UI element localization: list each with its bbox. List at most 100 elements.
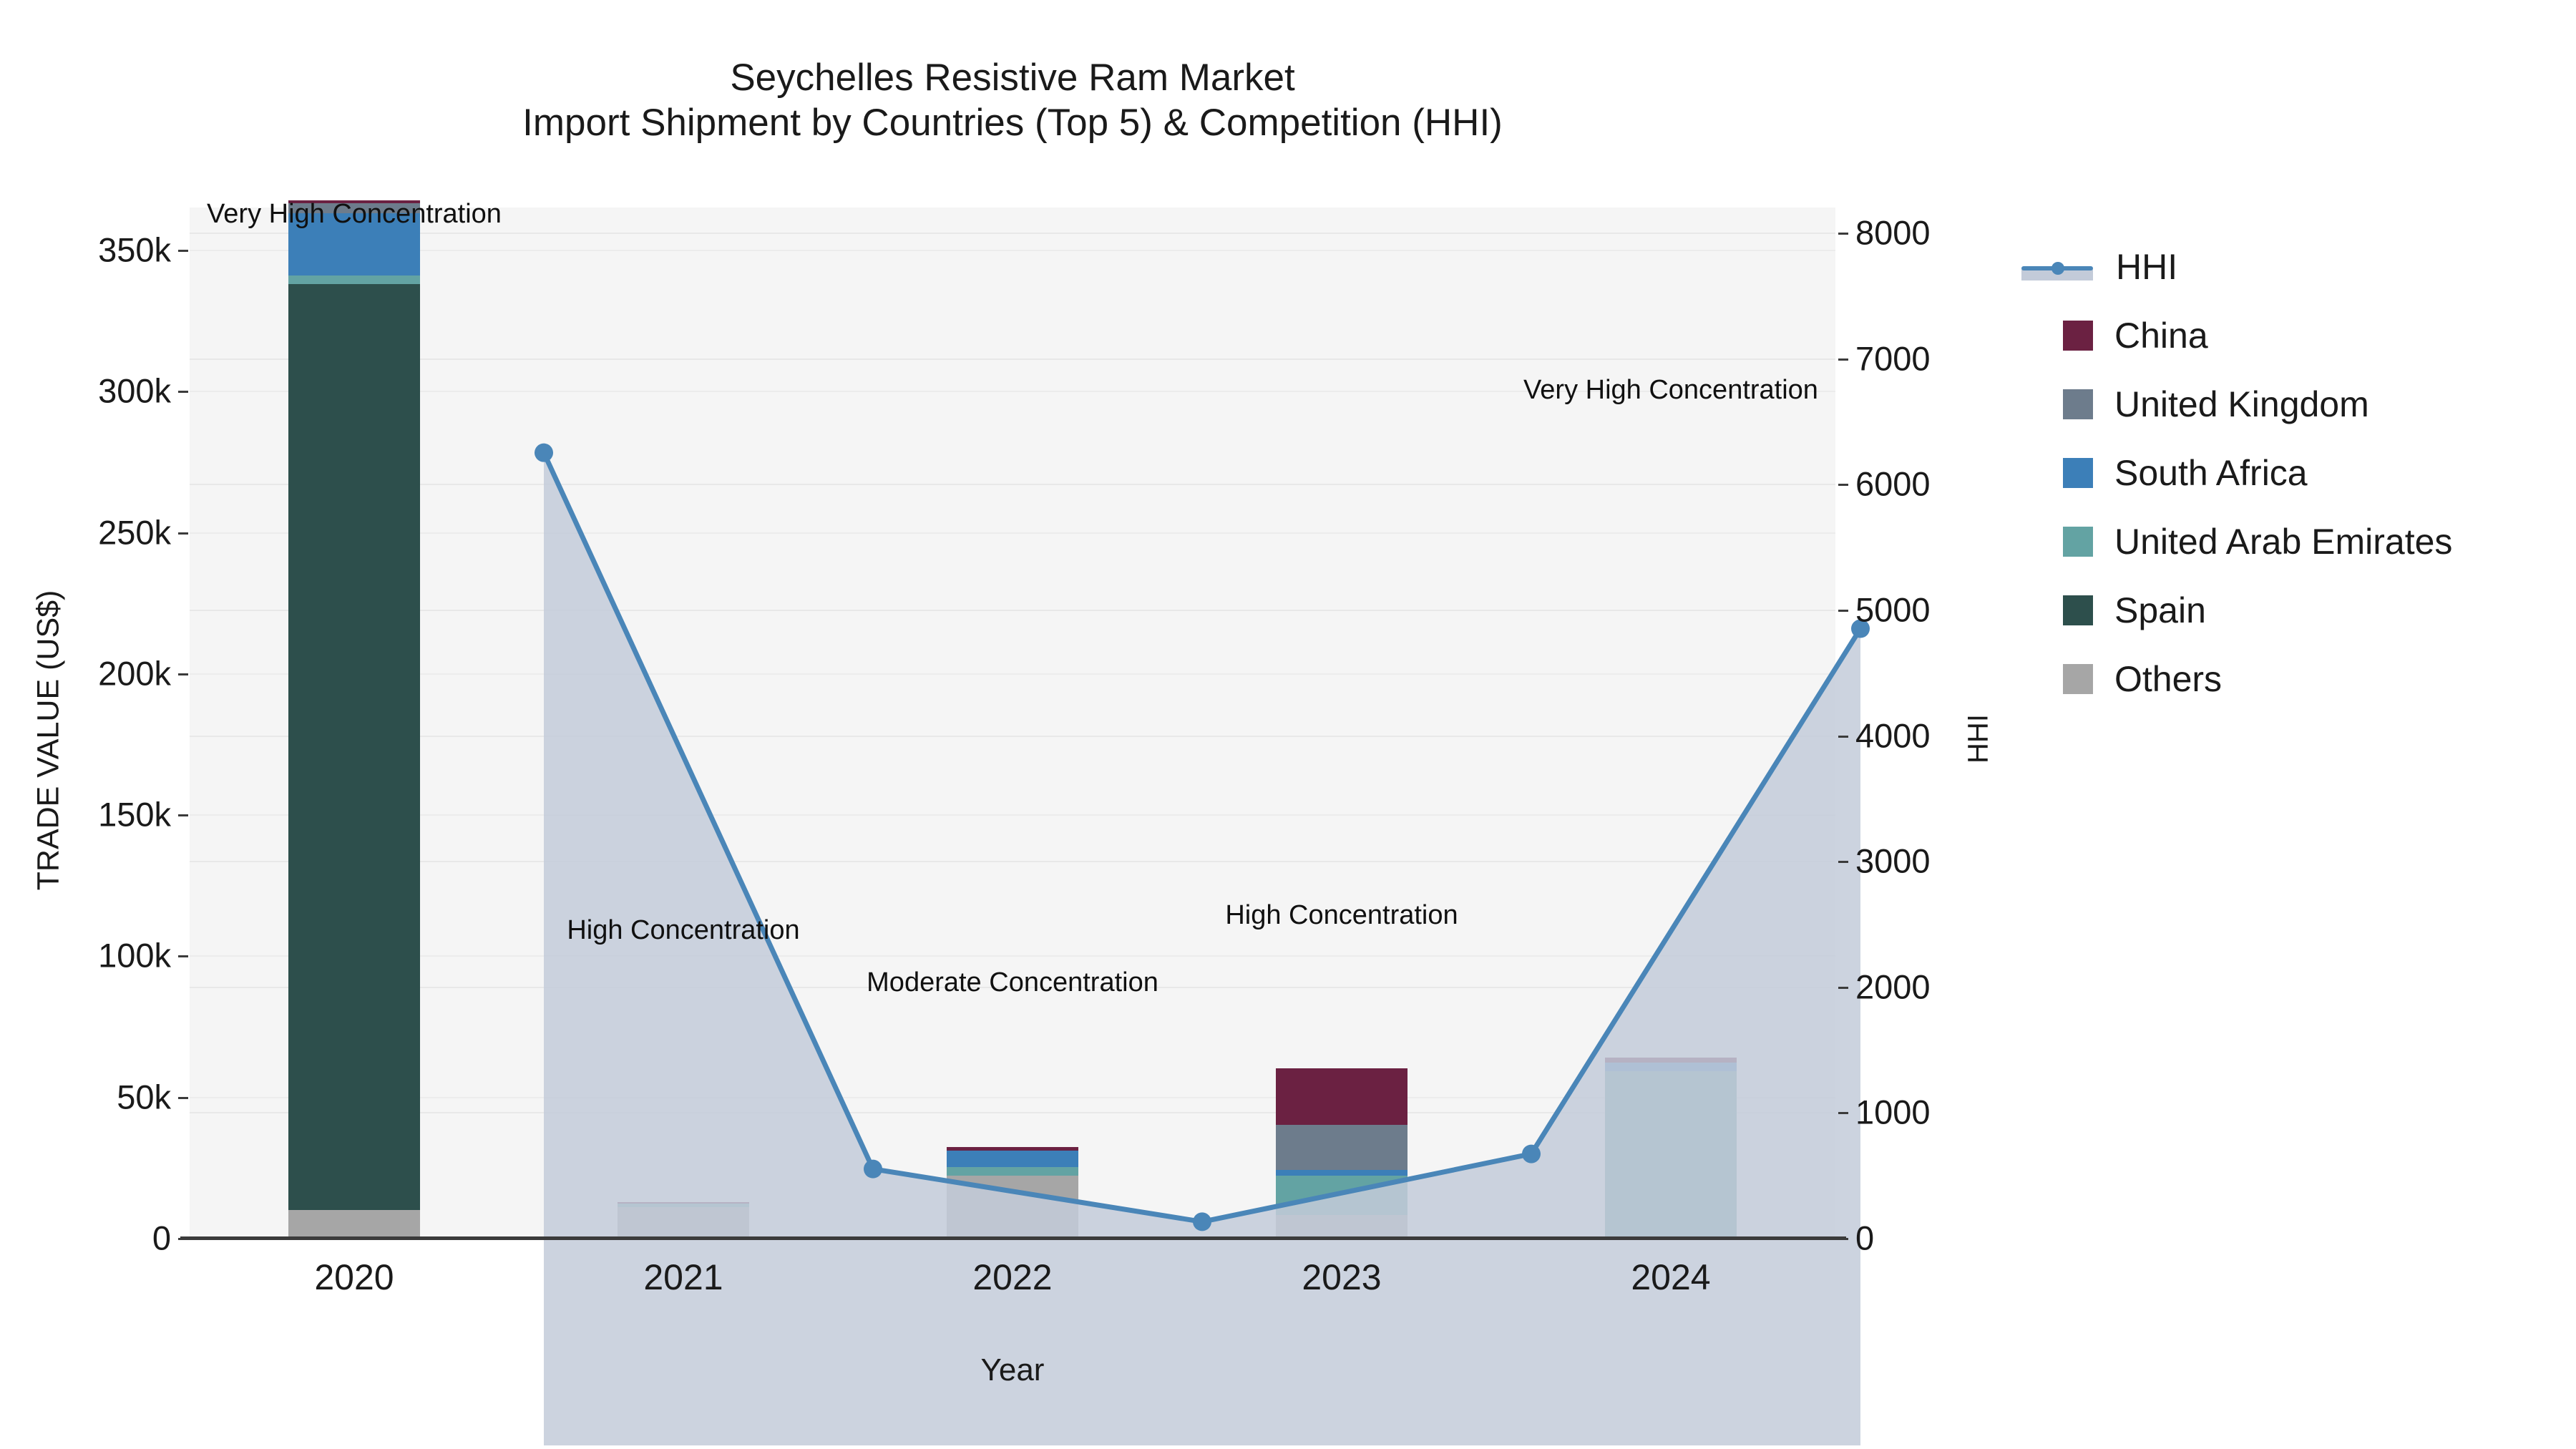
y-tick-mark-right [1838, 233, 1848, 235]
gridline [190, 986, 1835, 988]
bar-segment[interactable] [288, 203, 420, 213]
y-tick-left: 350k [98, 230, 171, 269]
hhi-data-point[interactable] [1851, 619, 1870, 638]
bar-segment[interactable] [288, 1209, 420, 1238]
legend-swatch [2063, 664, 2093, 694]
annotation-2022: Moderate Concentration [867, 967, 1158, 998]
legend-item-hhi[interactable]: HHI [2021, 233, 2558, 301]
legend-label: HHI [2116, 247, 2178, 287]
chart-legend: HHI China United Kingdom South Africa United… [2021, 233, 2558, 713]
y-tick-mark-right [1838, 861, 1848, 864]
bar-segment[interactable] [947, 1150, 1078, 1168]
hhi-data-point[interactable] [1522, 1144, 1541, 1163]
gridline [190, 391, 1835, 393]
x-axis-label: Year [980, 1352, 1045, 1387]
bar-segment[interactable] [288, 283, 420, 1210]
y-tick-right: 8000 [1855, 213, 1931, 252]
legend-label: Others [2114, 659, 2223, 699]
bar-segment[interactable] [288, 213, 420, 275]
legend-item-china[interactable]: China [2043, 301, 2558, 370]
legend-swatch [2063, 389, 2093, 419]
legend-item-south-africa[interactable]: South Africa [2043, 439, 2558, 507]
y-tick-right: 5000 [1855, 590, 1931, 629]
gridline [190, 1112, 1835, 1114]
y-tick-mark-right [1838, 1238, 1848, 1240]
legend-item-others[interactable]: Others [2043, 645, 2558, 713]
y-tick-mark-right [1838, 609, 1848, 612]
y-tick-mark-left [178, 1238, 188, 1240]
annotation-2020: Very High Concentration [207, 198, 502, 229]
y-axis-right-label: HHI [1962, 714, 1994, 763]
y-tick-mark-right [1838, 358, 1848, 361]
y-tick-mark-right [1838, 484, 1848, 487]
y-tick-right: 3000 [1855, 841, 1931, 880]
y-tick-mark-right [1838, 735, 1848, 738]
y-tick-left: 50k [117, 1078, 171, 1116]
bar-segment[interactable] [947, 1167, 1078, 1176]
y-tick-mark-right [1838, 1112, 1848, 1115]
gridline [190, 955, 1835, 957]
y-tick-mark-left [178, 391, 188, 394]
gridline [190, 484, 1835, 486]
bar-segment[interactable] [288, 200, 420, 204]
legend-swatch [2063, 458, 2093, 488]
gridline [190, 358, 1835, 360]
bar-stack-2020[interactable] [288, 200, 420, 1238]
plot-area: Very High Concentration High Concentratio… [190, 199, 1870, 1446]
gridline [190, 532, 1835, 534]
annotation-2021: High Concentration [567, 914, 800, 945]
hhi-area-fill [544, 452, 1860, 1446]
annotation-2024: Very High Concentration [1523, 374, 1818, 405]
y-tick-mark-left [178, 814, 188, 817]
legend-swatch [2063, 527, 2093, 557]
y-tick-left: 100k [98, 936, 171, 975]
y-tick-left: 200k [98, 654, 171, 693]
legend-item-united-arab-emirates[interactable]: United Arab Emirates [2043, 507, 2558, 576]
y-tick-right: 0 [1855, 1219, 1875, 1257]
gridline [190, 735, 1835, 737]
y-tick-right: 4000 [1855, 716, 1931, 755]
x-tick-2022: 2022 [972, 1257, 1053, 1297]
bar-segment[interactable] [1276, 1068, 1407, 1126]
bar-segment[interactable] [288, 275, 420, 284]
gridline [190, 814, 1835, 816]
y-tick-mark-left [178, 955, 188, 958]
hhi-data-point[interactable] [535, 443, 553, 462]
legend-label: United Arab Emirates [2114, 522, 2453, 562]
y-tick-mark-left [178, 532, 188, 535]
legend-label: Spain [2114, 590, 2206, 630]
y-tick-left: 150k [98, 795, 171, 834]
x-tick-2023: 2023 [1302, 1257, 1382, 1297]
legend-item-united-kingdom[interactable]: United Kingdom [2043, 370, 2558, 439]
bar-segment[interactable] [1276, 1125, 1407, 1171]
y-tick-right: 2000 [1855, 967, 1931, 1006]
bar-segment[interactable] [1276, 1170, 1407, 1176]
hhi-data-point[interactable] [864, 1159, 882, 1179]
bar-segment[interactable] [947, 1146, 1078, 1151]
y-tick-mark-left [178, 1096, 188, 1099]
legend-label: United Kingdom [2114, 384, 2369, 424]
gridline [190, 609, 1835, 611]
gridline [190, 1096, 1835, 1098]
y-tick-right: 6000 [1855, 464, 1931, 503]
hhi-line-series [535, 443, 1870, 1446]
legend-label: South Africa [2114, 453, 2308, 493]
y-axis-left-label: TRADE VALUE (US$) [31, 590, 66, 891]
y-tick-right: 7000 [1855, 339, 1931, 378]
x-tick-2020: 2020 [314, 1257, 394, 1297]
y-tick-mark-left [178, 673, 188, 675]
legend-label: China [2114, 316, 2208, 356]
hhi-data-point[interactable] [1193, 1212, 1211, 1231]
y-tick-left: 300k [98, 371, 171, 410]
legend-item-spain[interactable]: Spain [2043, 576, 2558, 645]
x-axis-line [180, 1236, 1846, 1240]
y-tick-mark-right [1838, 986, 1848, 989]
gridline [190, 861, 1835, 863]
gridline [190, 250, 1835, 252]
y-tick-left: 250k [98, 513, 171, 552]
annotation-2023: High Concentration [1225, 899, 1458, 930]
legend-line-marker [2021, 252, 2093, 282]
gridline [190, 673, 1835, 675]
x-tick-2021: 2021 [643, 1257, 723, 1297]
